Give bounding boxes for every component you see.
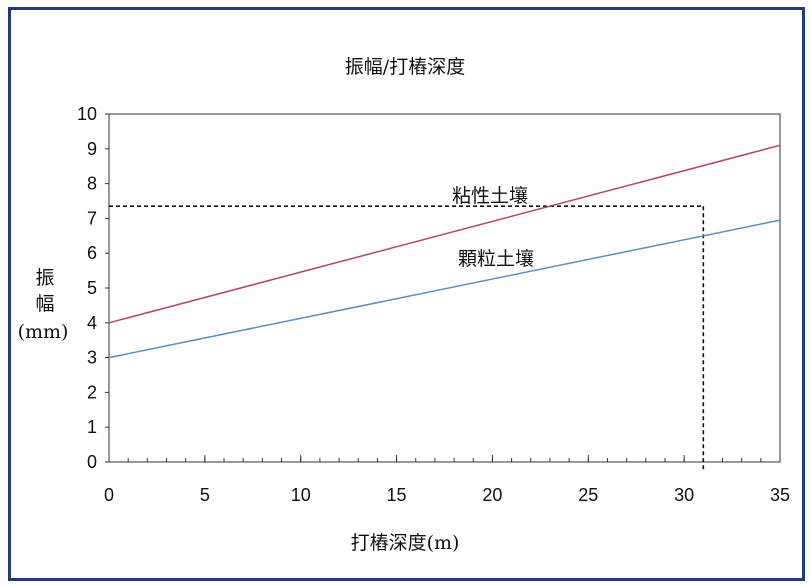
y-tick-label: 9 — [87, 139, 97, 159]
y-axis-label-line-3: (mm) — [18, 321, 69, 343]
y-tick-label: 2 — [87, 382, 97, 402]
series-line-1 — [108, 144, 781, 324]
y-tick-label: 3 — [87, 348, 97, 368]
x-tick-label: 25 — [578, 485, 598, 505]
y-tick-label: 0 — [87, 452, 97, 472]
x-tick-label: 15 — [387, 485, 407, 505]
x-axis-label: 打樁深度(m) — [351, 532, 460, 554]
series-lines — [108, 144, 781, 359]
series-line-2 — [108, 219, 781, 359]
series-label-2: 顆粒土壤 — [458, 248, 534, 270]
x-tick-label: 20 — [482, 485, 502, 505]
series-label-1: 粘性土壤 — [452, 185, 528, 207]
reference-lines — [109, 205, 705, 470]
x-tick-label: 30 — [674, 485, 694, 505]
y-tick-label: 4 — [87, 313, 97, 333]
x-tick-label: 5 — [200, 485, 210, 505]
plot-area — [108, 113, 781, 463]
y-axis-label-line-2: 幅 — [35, 293, 54, 315]
axis-ticks: 0 1 2 3 4 5 6 7 8 9 10 0 5 10 15 20 25 30 35 — [77, 104, 790, 505]
y-tick-label: 5 — [87, 278, 97, 298]
chart-frame — [8, 7, 805, 581]
y-axis-label-line-1: 振 — [35, 267, 54, 289]
y-tick-label: 8 — [87, 174, 97, 194]
x-tick-label: 10 — [291, 485, 311, 505]
chart-title: 振幅/打樁深度 — [345, 56, 465, 78]
y-tick-label: 6 — [87, 243, 97, 263]
y-tick-label: 1 — [87, 417, 97, 437]
y-tick-label: 7 — [87, 208, 97, 228]
x-tick-label: 0 — [104, 485, 114, 505]
x-tick-label: 35 — [770, 485, 790, 505]
y-tick-label: 10 — [77, 104, 97, 124]
